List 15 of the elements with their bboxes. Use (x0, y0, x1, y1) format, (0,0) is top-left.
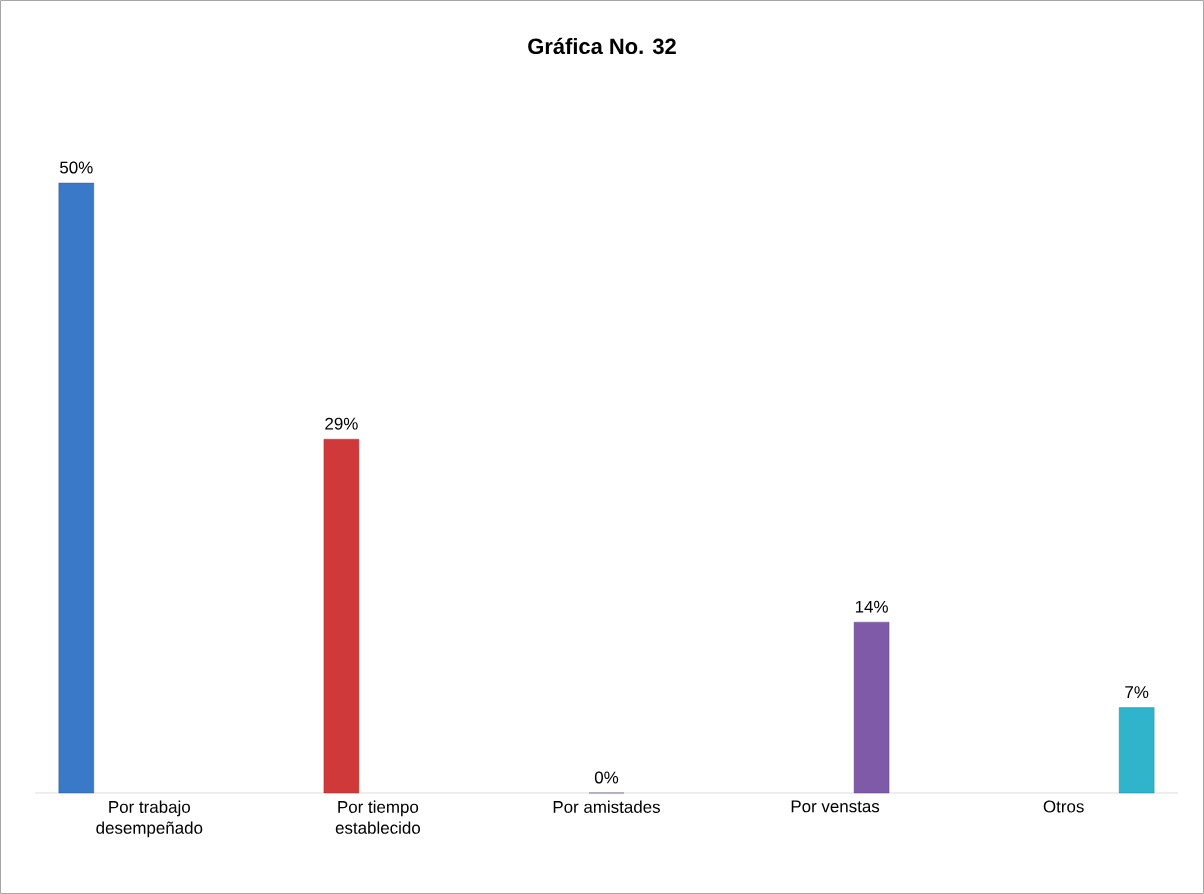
bar (1118, 707, 1155, 794)
x-tick-label: Otros (1043, 800, 1084, 813)
data-label: 14% (855, 600, 888, 613)
data-label: 0% (594, 771, 619, 784)
x-tick-label: Por tiempo establecido (335, 800, 420, 834)
bar (58, 182, 95, 794)
bar (853, 621, 890, 794)
chart-title: Gráfica No. 32 (528, 37, 676, 55)
x-tick-label: Por amistades (553, 800, 660, 813)
data-label: 50% (60, 161, 93, 174)
data-label: 7% (1125, 686, 1149, 699)
bar (323, 438, 360, 794)
x-tick-label: Por venstas (791, 800, 880, 813)
data-label: 29% (325, 417, 358, 430)
x-tick-label: Por trabajo desempeñado (96, 800, 203, 838)
